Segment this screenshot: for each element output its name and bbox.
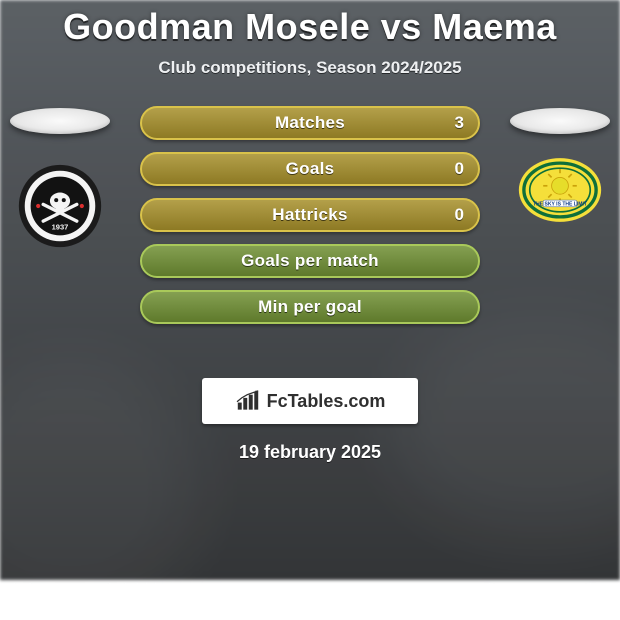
club-logo-right: THE SKY IS THE LIMIT: [518, 148, 602, 232]
stat-label: Goals: [286, 159, 335, 179]
stat-value-right: 0: [455, 205, 464, 225]
stat-label: Hattricks: [272, 205, 347, 225]
club-logo-right-ribbon: THE SKY IS THE LIMIT: [533, 202, 588, 208]
chart-bars-icon: [235, 390, 261, 412]
player-right-silhouette: [510, 108, 610, 134]
comparison-card: Goodman Mosele vs Maema Club competition…: [0, 0, 620, 580]
stat-bar: Matches 3: [140, 106, 480, 140]
stat-bar: Hattricks 0: [140, 198, 480, 232]
stat-value-right: 0: [455, 159, 464, 179]
stat-label: Goals per match: [241, 251, 379, 271]
stat-bar: Goals per match: [140, 244, 480, 278]
club-logo-left-year: 1937: [52, 223, 69, 232]
page-subtitle: Club competitions, Season 2024/2025: [0, 58, 620, 78]
stat-label: Matches: [275, 113, 345, 133]
branding-text: FcTables.com: [267, 391, 386, 412]
page-title: Goodman Mosele vs Maema: [0, 0, 620, 48]
stats-area: 1937 THE SKY IS THE LIMIT Matches 3 Goals 0: [0, 106, 620, 356]
stat-bars: Matches 3 Goals 0 Hattricks 0 Goals per match M…: [140, 106, 480, 324]
club-logo-left: 1937: [18, 164, 102, 248]
date-text: 19 february 2025: [0, 442, 620, 463]
stat-bar: Min per goal: [140, 290, 480, 324]
branding-badge: FcTables.com: [202, 378, 418, 424]
stat-label: Min per goal: [258, 297, 362, 317]
player-left-silhouette: [10, 108, 110, 134]
stat-value-right: 3: [455, 113, 464, 133]
stat-bar: Goals 0: [140, 152, 480, 186]
